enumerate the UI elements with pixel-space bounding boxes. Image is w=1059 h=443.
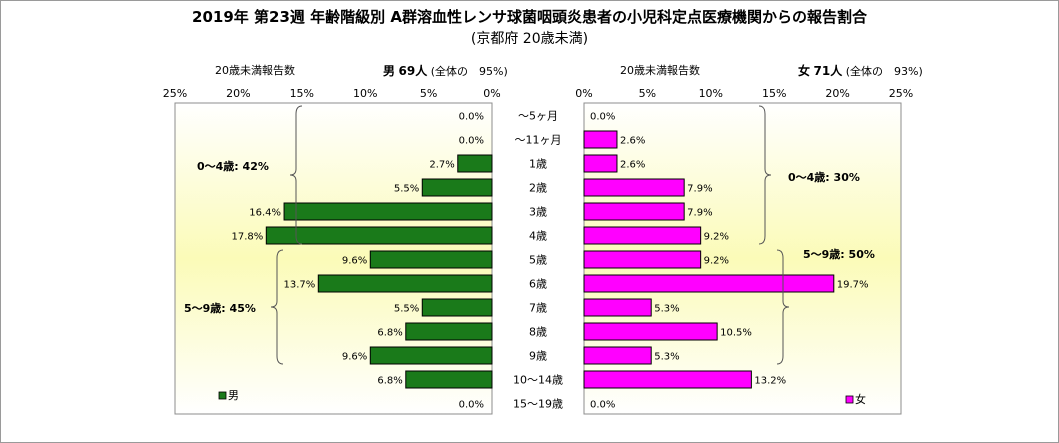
female-data-label: 10.5% bbox=[720, 328, 752, 339]
female-data-label: 7.9% bbox=[687, 208, 712, 219]
male-bar bbox=[421, 178, 493, 197]
female-data-label: 5.3% bbox=[654, 304, 679, 315]
female-0-4-bracket bbox=[758, 105, 772, 245]
male-bar bbox=[369, 250, 493, 269]
male-count: 69人 bbox=[398, 64, 428, 78]
male-bar bbox=[457, 154, 493, 173]
female-data-label: 13.2% bbox=[754, 376, 786, 387]
male-legend-label: 男 bbox=[228, 389, 239, 402]
female-bar bbox=[583, 370, 752, 389]
female-summary: 女 71人 (全体の 93%) bbox=[798, 62, 923, 79]
female-data-label: 0.0% bbox=[590, 112, 615, 123]
female-share: (全体の 93%) bbox=[845, 65, 923, 78]
female-bar bbox=[583, 274, 835, 293]
female-bar bbox=[583, 178, 685, 197]
male-bar bbox=[317, 274, 493, 293]
male-data-label: 9.6% bbox=[342, 256, 367, 267]
male-data-label: 0.0% bbox=[459, 112, 484, 123]
female-tick-label: 0% bbox=[575, 87, 592, 100]
female-data-label: 7.9% bbox=[687, 184, 712, 195]
female-tick-label: 25% bbox=[889, 87, 913, 100]
male-data-label: 9.6% bbox=[342, 352, 367, 363]
male-0-4-bracket bbox=[289, 105, 303, 245]
category-label: 15〜19歳 bbox=[513, 398, 563, 411]
male-bar bbox=[421, 298, 493, 317]
male-legend-swatch bbox=[218, 391, 227, 400]
chart-subtitle: (京都府 20歳未満) bbox=[470, 31, 589, 47]
male-bar bbox=[405, 322, 493, 341]
category-label: 〜5ヶ月 bbox=[518, 110, 558, 123]
category-label: 2歳 bbox=[529, 182, 547, 195]
male-tick-label: 5% bbox=[420, 87, 437, 100]
male-data-label: 16.4% bbox=[249, 208, 281, 219]
category-label: 5歳 bbox=[529, 254, 547, 267]
female-tick-label: 10% bbox=[699, 87, 723, 100]
male-tick-label: 0% bbox=[483, 87, 500, 100]
female-0-4-annotation: 0〜4歳: 30% bbox=[788, 170, 860, 184]
female-5-9-annotation: 5〜9歳: 50% bbox=[803, 247, 875, 261]
male-bar bbox=[265, 226, 493, 245]
male-0-4-annotation: 0〜4歳: 42% bbox=[197, 159, 269, 173]
female-bar bbox=[583, 202, 685, 221]
category-label: 10〜14歳 bbox=[513, 374, 563, 387]
female-data-label: 9.2% bbox=[704, 232, 729, 243]
category-label: 1歳 bbox=[529, 158, 547, 171]
category-label: 6歳 bbox=[529, 278, 547, 291]
male-data-label: 13.7% bbox=[284, 280, 316, 291]
male-data-label: 0.0% bbox=[459, 400, 484, 411]
female-bar bbox=[583, 298, 652, 317]
female-data-label: 2.6% bbox=[620, 136, 645, 147]
male-data-label: 5.5% bbox=[394, 184, 419, 195]
male-header-label: 20歳未満報告数 bbox=[215, 64, 295, 77]
male-tick-label: 15% bbox=[290, 87, 314, 100]
female-legend-label: 女 bbox=[855, 392, 866, 406]
female-bar bbox=[583, 154, 618, 173]
female-tick-label: 20% bbox=[825, 87, 849, 100]
male-summary: 男 69人 (全体の 95%) bbox=[383, 62, 508, 79]
male-bar bbox=[283, 202, 493, 221]
female-header-label: 20歳未満報告数 bbox=[620, 64, 700, 77]
category-label: 3歳 bbox=[529, 206, 547, 219]
female-tick-label: 15% bbox=[762, 87, 786, 100]
female-data-label: 19.7% bbox=[837, 280, 869, 291]
category-label: 8歳 bbox=[529, 326, 547, 339]
male-data-label: 6.8% bbox=[377, 376, 402, 387]
female-data-label: 9.2% bbox=[704, 256, 729, 267]
female-legend-swatch bbox=[845, 395, 854, 404]
female-data-label: 5.3% bbox=[654, 352, 679, 363]
category-label: 4歳 bbox=[529, 230, 547, 243]
male-bar bbox=[405, 370, 493, 389]
male-data-label: 17.8% bbox=[232, 232, 264, 243]
female-bar bbox=[583, 322, 718, 341]
male-tick-label: 10% bbox=[353, 87, 377, 100]
category-label: 〜11ヶ月 bbox=[515, 134, 562, 147]
category-label: 7歳 bbox=[529, 302, 547, 315]
male-share: (全体の 95%) bbox=[430, 65, 508, 78]
male-data-label: 2.7% bbox=[429, 160, 454, 171]
chart-title: 2019年 第23週 年齢階級別 A群溶血性レンサ球菌咽頭炎患者の小児科定点医療… bbox=[192, 8, 867, 26]
female-bar bbox=[583, 250, 702, 269]
male-data-label: 0.0% bbox=[459, 136, 484, 147]
category-label: 9歳 bbox=[529, 350, 547, 363]
male-bar bbox=[369, 346, 493, 365]
male-data-label: 5.5% bbox=[394, 304, 419, 315]
female-data-label: 0.0% bbox=[590, 400, 615, 411]
male-sex-label: 男 bbox=[383, 64, 396, 78]
female-count: 71人 bbox=[813, 64, 843, 78]
female-sex-label: 女 bbox=[798, 64, 811, 78]
female-bar bbox=[583, 346, 652, 365]
female-tick-label: 5% bbox=[639, 87, 656, 100]
female-5-9-bracket bbox=[776, 249, 790, 365]
female-bar bbox=[583, 130, 618, 149]
female-data-label: 2.6% bbox=[620, 160, 645, 171]
male-5-9-bracket bbox=[270, 249, 284, 365]
female-bar bbox=[583, 226, 702, 245]
male-data-label: 6.8% bbox=[377, 328, 402, 339]
male-tick-label: 25% bbox=[163, 87, 187, 100]
male-tick-label: 20% bbox=[226, 87, 250, 100]
male-5-9-annotation: 5〜9歳: 45% bbox=[184, 301, 256, 315]
